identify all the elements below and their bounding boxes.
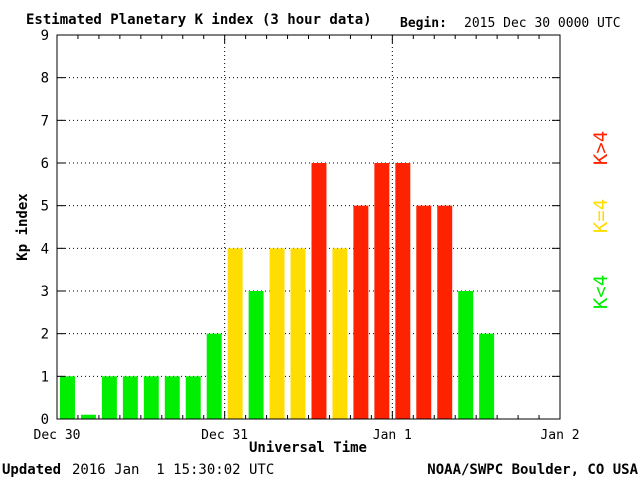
legend-low: K<4 — [590, 275, 612, 309]
x-tick-label: Dec 30 — [34, 428, 81, 443]
kp-bar — [101, 376, 117, 419]
kp-bar — [164, 376, 180, 419]
y-tick-label: 8 — [41, 71, 49, 87]
y-tick-label: 2 — [41, 327, 49, 343]
kp-bar — [479, 333, 495, 419]
kp-bar — [374, 163, 390, 419]
kp-bar — [269, 248, 285, 419]
bars — [60, 163, 495, 419]
updated-value: 2016 Jan 1 15:30:02 UTC — [72, 462, 274, 478]
y-tick-label: 4 — [41, 241, 49, 257]
y-tick-label: 5 — [41, 199, 49, 215]
y-tick-label: 3 — [41, 284, 49, 300]
y-tick-label: 7 — [41, 113, 49, 129]
legend-high: K>4 — [590, 131, 612, 165]
grid-lines — [57, 35, 560, 419]
credit: NOAA/SWPC Boulder, CO USA — [427, 462, 638, 478]
begin-label: Begin: — [400, 16, 447, 31]
kp-bar — [353, 205, 369, 419]
kp-bar — [332, 248, 348, 419]
kp-bar — [248, 291, 264, 419]
kp-bar — [311, 163, 327, 419]
kp-bar — [458, 291, 474, 419]
updated-label: Updated — [2, 462, 61, 478]
kp-bar — [437, 205, 453, 419]
y-axis-label: Kp index — [15, 193, 31, 261]
kp-bar — [227, 248, 243, 419]
kp-bar — [416, 205, 432, 419]
kp-bar — [122, 376, 138, 419]
y-tick-label: 0 — [41, 412, 49, 428]
x-tick-label: Jan 2 — [540, 428, 579, 443]
y-tick-label: 6 — [41, 156, 49, 172]
chart-title: Estimated Planetary K index (3 hour data… — [26, 12, 372, 28]
x-tick-label: Jan 1 — [373, 428, 412, 443]
kp-bar — [185, 376, 201, 419]
y-axis-ticks: 0 1 2 3 4 5 6 7 8 9 — [41, 28, 560, 428]
x-axis-label: Universal Time — [249, 440, 367, 456]
y-tick-label: 9 — [41, 28, 49, 44]
kp-bar — [80, 414, 96, 419]
y-tick-label: 1 — [41, 369, 49, 385]
kp-bar — [290, 248, 306, 419]
kp-bar — [206, 333, 222, 419]
kp-bar — [395, 163, 411, 419]
legend-mid: K=4 — [590, 199, 612, 233]
x-axis-ticks: Dec 30 Dec 31 Jan 1 Jan 2 — [34, 35, 580, 443]
x-tick-label: Dec 31 — [201, 428, 248, 443]
kp-bar — [60, 376, 75, 419]
kp-bar — [143, 376, 159, 419]
begin-value: 2015 Dec 30 0000 UTC — [464, 16, 621, 31]
